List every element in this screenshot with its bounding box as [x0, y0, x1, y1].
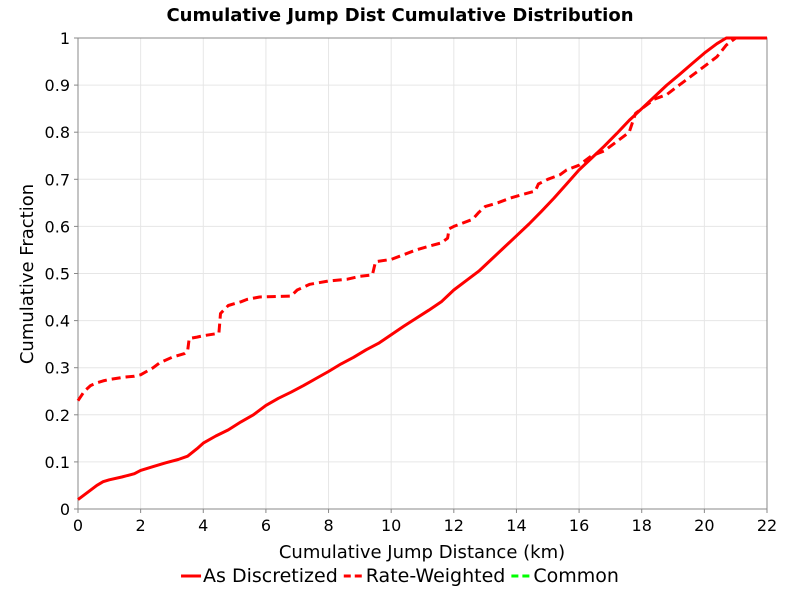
- y-tick-label: 0.4: [45, 312, 70, 331]
- x-tick-label: 22: [757, 516, 777, 535]
- y-tick-label: 0: [60, 500, 70, 519]
- x-tick-label: 10: [381, 516, 401, 535]
- x-tick-label: 14: [506, 516, 526, 535]
- x-tick-label: 2: [136, 516, 146, 535]
- y-tick-label: 0.2: [45, 406, 70, 425]
- y-tick-label: 1: [60, 29, 70, 48]
- x-tick-label: 0: [73, 516, 83, 535]
- y-tick-label: 0.6: [45, 217, 70, 236]
- x-axis-label: Cumulative Jump Distance (km): [279, 542, 565, 563]
- x-tick-label: 20: [694, 516, 714, 535]
- y-tick-label: 0.8: [45, 123, 70, 142]
- y-axis-label: Cumulative Fraction: [17, 184, 38, 364]
- axis-ticks: 0 2 4 6 8 10 12 14 16 18 20 22 0 0.1 0.2 0.3 0.4 0.5 0.6 0.…: [45, 29, 778, 535]
- x-tick-label: 16: [569, 516, 589, 535]
- x-tick-label: 12: [444, 516, 464, 535]
- grid-layer: [77, 37, 768, 510]
- legend-label: Common: [533, 565, 619, 587]
- x-tick-label: 8: [323, 516, 333, 535]
- legend-label: Rate-Weighted: [366, 565, 506, 587]
- series-line-as-discretized: [77, 36, 767, 501]
- chart-title: Cumulative Jump Dist Cumulative Distribu…: [166, 5, 633, 26]
- y-tick-label: 0.3: [45, 359, 70, 378]
- legend-label: As Discretized: [203, 565, 338, 587]
- x-tick-label: 6: [261, 516, 271, 535]
- series-line-rate-weighted: [76, 36, 767, 402]
- y-tick-label: 0.5: [45, 265, 70, 284]
- y-tick-label: 0.7: [45, 170, 70, 189]
- x-tick-label: 4: [198, 516, 208, 535]
- y-tick-label: 0.1: [45, 453, 70, 472]
- x-tick-label: 18: [632, 516, 652, 535]
- series-layer: [76, 36, 767, 501]
- y-tick-label: 0.9: [45, 76, 70, 95]
- legend: As Discretized Rate-Weighted Common: [181, 565, 619, 587]
